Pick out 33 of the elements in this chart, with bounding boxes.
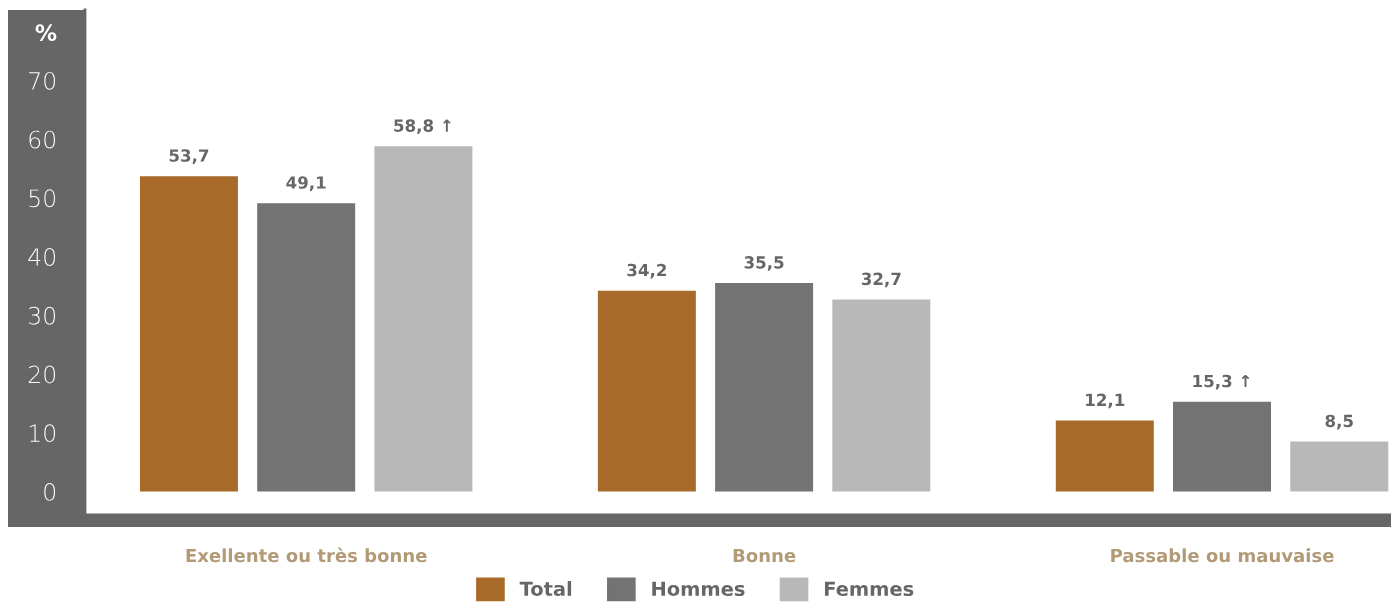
y-tick-label: 70 (29, 71, 56, 90)
y-tick-label: 30 (28, 306, 56, 325)
x-tick-label: Bonne (733, 548, 796, 563)
data-label: 8,5 (1325, 414, 1353, 430)
bar (139, 176, 238, 492)
x-tick-label: Exellente ou très bonne (186, 547, 427, 563)
bar (374, 146, 473, 492)
data-label: 49,1 (286, 176, 326, 191)
data-label: 34,2 (627, 263, 666, 279)
y-tick-label: 60 (29, 130, 56, 149)
legend-label: Hommes (652, 581, 745, 597)
legend-label: Total (519, 581, 572, 597)
data-label: 53,7 (169, 149, 209, 164)
y-tick-label: 50 (29, 189, 56, 208)
y-tick-label: 40 (28, 248, 56, 266)
x-tick-label: Passable ou mauvaise (1111, 548, 1334, 563)
bar (1055, 420, 1154, 492)
bar (597, 290, 696, 492)
y-tick-label: 0 (44, 482, 56, 501)
data-label: 15,3 ↑ (1193, 374, 1250, 390)
data-label: 58,8 ↑ (394, 119, 451, 135)
data-label: 12,1 (1086, 393, 1125, 409)
bar (257, 203, 356, 492)
y-tick-label: 10 (29, 424, 56, 443)
data-label: 32,7 (861, 272, 901, 288)
bar (1290, 441, 1389, 492)
bar (715, 283, 814, 492)
y-axis-title: % (35, 24, 57, 42)
bar (832, 299, 931, 492)
legend-label: Femmes (824, 581, 914, 597)
data-label: 35,5 (744, 256, 784, 271)
bar (1173, 401, 1272, 492)
y-tick-label: 20 (28, 365, 56, 384)
